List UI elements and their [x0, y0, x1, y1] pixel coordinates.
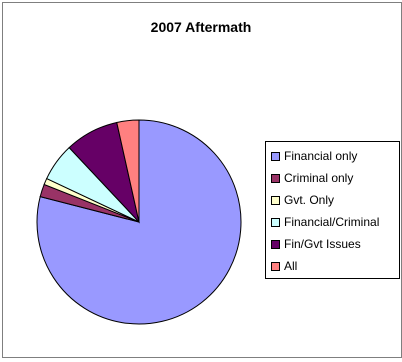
legend-item: Financial only [271, 147, 357, 165]
legend-swatch [271, 239, 280, 249]
chart-title: 2007 Aftermath [150, 19, 252, 35]
legend-label: Fin/Gvt Issues [284, 237, 361, 251]
legend-item: Fin/Gvt Issues [271, 235, 361, 253]
legend-item: Financial/Criminal [271, 213, 379, 231]
legend-swatch [271, 195, 280, 205]
legend: Financial only Criminal only Gvt. Only Fina… [265, 141, 400, 279]
legend-label: Gvt. Only [284, 193, 335, 207]
legend-swatch [271, 151, 280, 161]
pie-slice-financial-only [36, 119, 242, 325]
legend-item: Gvt. Only [271, 191, 334, 209]
legend-swatch [271, 217, 280, 227]
legend-label: Financial only [284, 149, 358, 163]
legend-item: All [271, 257, 297, 275]
legend-item: Criminal only [271, 169, 353, 187]
legend-label: All [284, 259, 298, 273]
legend-swatch [271, 261, 280, 271]
legend-label: Financial/Criminal [284, 215, 380, 229]
pie-slice-all [116, 119, 140, 223]
legend-label: Criminal only [284, 171, 354, 185]
legend-swatch [271, 173, 280, 183]
